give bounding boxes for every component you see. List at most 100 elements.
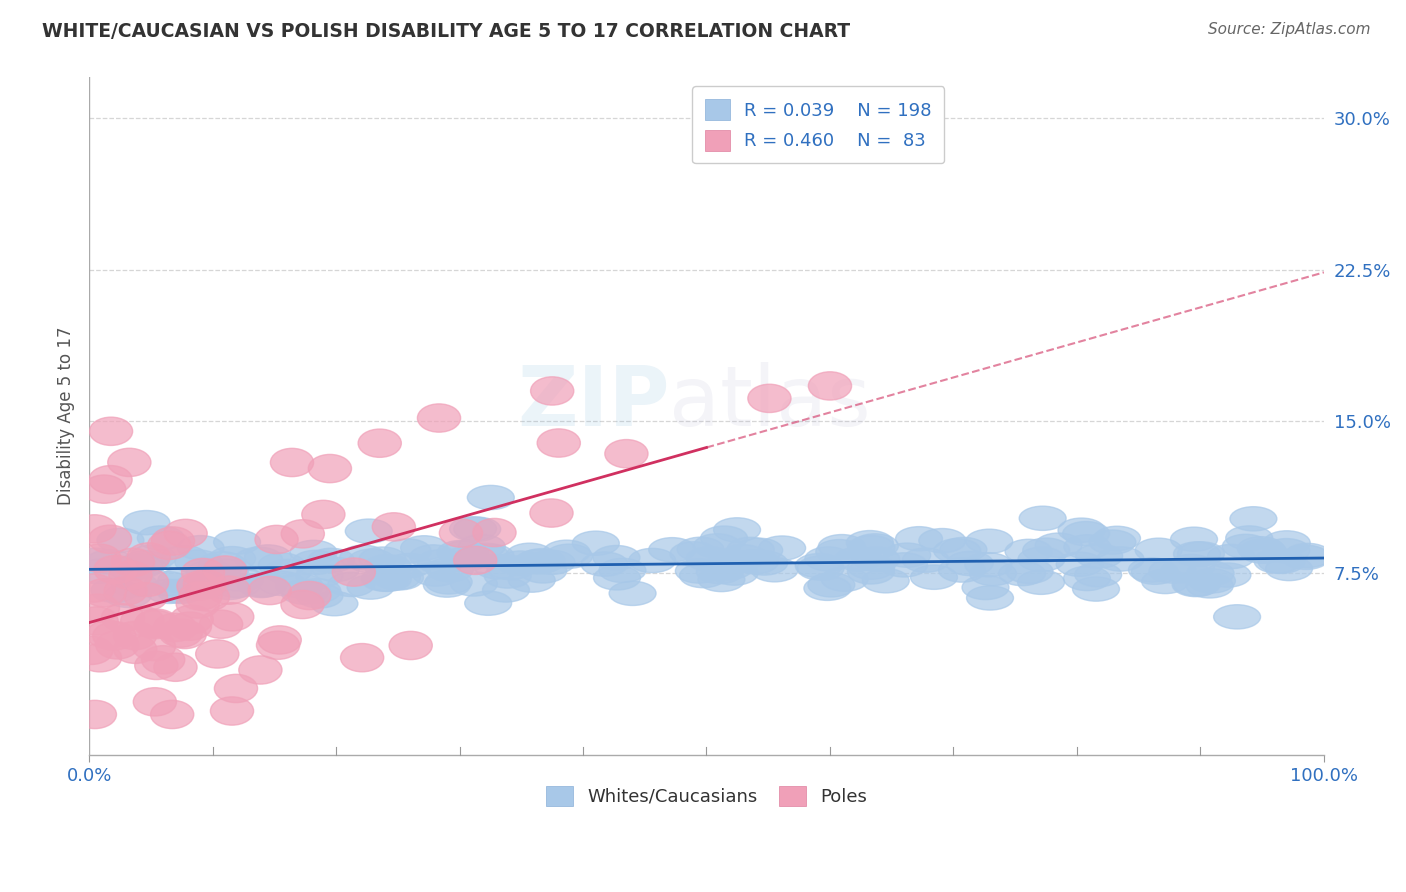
Ellipse shape bbox=[605, 440, 648, 468]
Ellipse shape bbox=[302, 500, 344, 529]
Ellipse shape bbox=[359, 429, 401, 458]
Ellipse shape bbox=[340, 545, 387, 569]
Ellipse shape bbox=[671, 541, 717, 566]
Ellipse shape bbox=[748, 384, 792, 412]
Ellipse shape bbox=[458, 534, 505, 558]
Ellipse shape bbox=[581, 552, 628, 576]
Ellipse shape bbox=[135, 651, 179, 680]
Ellipse shape bbox=[179, 582, 222, 610]
Ellipse shape bbox=[1019, 506, 1066, 531]
Ellipse shape bbox=[797, 556, 844, 581]
Ellipse shape bbox=[208, 547, 256, 571]
Ellipse shape bbox=[609, 582, 657, 606]
Ellipse shape bbox=[835, 547, 882, 571]
Ellipse shape bbox=[543, 540, 591, 565]
Ellipse shape bbox=[853, 547, 900, 571]
Ellipse shape bbox=[530, 376, 574, 405]
Ellipse shape bbox=[1226, 526, 1272, 550]
Ellipse shape bbox=[311, 591, 359, 615]
Ellipse shape bbox=[359, 547, 406, 571]
Ellipse shape bbox=[183, 570, 226, 598]
Ellipse shape bbox=[281, 591, 325, 619]
Ellipse shape bbox=[941, 537, 987, 562]
Ellipse shape bbox=[1213, 605, 1261, 629]
Ellipse shape bbox=[599, 558, 645, 582]
Ellipse shape bbox=[138, 526, 184, 550]
Ellipse shape bbox=[86, 549, 134, 574]
Ellipse shape bbox=[880, 553, 928, 577]
Ellipse shape bbox=[818, 534, 865, 558]
Ellipse shape bbox=[1063, 566, 1111, 591]
Ellipse shape bbox=[201, 558, 249, 583]
Ellipse shape bbox=[361, 567, 408, 591]
Ellipse shape bbox=[418, 404, 461, 433]
Ellipse shape bbox=[181, 558, 225, 587]
Text: Source: ZipAtlas.com: Source: ZipAtlas.com bbox=[1208, 22, 1371, 37]
Ellipse shape bbox=[115, 554, 163, 579]
Ellipse shape bbox=[294, 579, 340, 603]
Ellipse shape bbox=[1005, 540, 1052, 564]
Ellipse shape bbox=[1064, 534, 1111, 559]
Ellipse shape bbox=[412, 562, 460, 586]
Ellipse shape bbox=[79, 644, 121, 672]
Ellipse shape bbox=[720, 545, 766, 569]
Ellipse shape bbox=[349, 549, 395, 574]
Ellipse shape bbox=[796, 554, 842, 578]
Ellipse shape bbox=[211, 697, 253, 725]
Ellipse shape bbox=[593, 545, 640, 570]
Ellipse shape bbox=[91, 578, 138, 602]
Ellipse shape bbox=[217, 567, 263, 591]
Ellipse shape bbox=[970, 561, 1017, 585]
Ellipse shape bbox=[966, 586, 1014, 610]
Ellipse shape bbox=[308, 454, 352, 483]
Ellipse shape bbox=[96, 631, 139, 659]
Ellipse shape bbox=[934, 539, 980, 563]
Ellipse shape bbox=[714, 517, 761, 542]
Ellipse shape bbox=[1135, 538, 1182, 562]
Ellipse shape bbox=[537, 429, 581, 458]
Ellipse shape bbox=[214, 574, 260, 598]
Ellipse shape bbox=[852, 533, 898, 558]
Ellipse shape bbox=[169, 612, 211, 640]
Ellipse shape bbox=[679, 564, 727, 588]
Ellipse shape bbox=[1168, 554, 1215, 579]
Ellipse shape bbox=[132, 632, 176, 661]
Ellipse shape bbox=[467, 485, 515, 509]
Ellipse shape bbox=[517, 549, 565, 573]
Ellipse shape bbox=[966, 529, 1012, 553]
Ellipse shape bbox=[73, 700, 117, 729]
Ellipse shape bbox=[142, 646, 184, 674]
Ellipse shape bbox=[157, 579, 204, 604]
Ellipse shape bbox=[529, 550, 575, 574]
Ellipse shape bbox=[276, 574, 323, 598]
Ellipse shape bbox=[259, 626, 301, 654]
Ellipse shape bbox=[1090, 530, 1136, 554]
Ellipse shape bbox=[1149, 559, 1197, 583]
Ellipse shape bbox=[1022, 538, 1070, 562]
Ellipse shape bbox=[75, 559, 121, 583]
Ellipse shape bbox=[546, 544, 592, 568]
Ellipse shape bbox=[486, 556, 534, 580]
Ellipse shape bbox=[472, 518, 516, 547]
Ellipse shape bbox=[1132, 560, 1178, 584]
Ellipse shape bbox=[97, 528, 143, 552]
Ellipse shape bbox=[180, 574, 228, 599]
Ellipse shape bbox=[73, 549, 120, 573]
Ellipse shape bbox=[247, 576, 291, 605]
Ellipse shape bbox=[903, 548, 949, 573]
Ellipse shape bbox=[409, 545, 457, 569]
Ellipse shape bbox=[256, 631, 299, 659]
Ellipse shape bbox=[308, 549, 354, 573]
Ellipse shape bbox=[1208, 544, 1254, 569]
Ellipse shape bbox=[77, 544, 121, 573]
Ellipse shape bbox=[675, 559, 723, 583]
Ellipse shape bbox=[918, 528, 966, 553]
Ellipse shape bbox=[238, 574, 285, 598]
Ellipse shape bbox=[474, 555, 522, 579]
Ellipse shape bbox=[332, 558, 375, 586]
Ellipse shape bbox=[1265, 557, 1313, 581]
Ellipse shape bbox=[628, 549, 676, 573]
Ellipse shape bbox=[177, 572, 221, 600]
Ellipse shape bbox=[346, 519, 392, 543]
Ellipse shape bbox=[1007, 559, 1053, 583]
